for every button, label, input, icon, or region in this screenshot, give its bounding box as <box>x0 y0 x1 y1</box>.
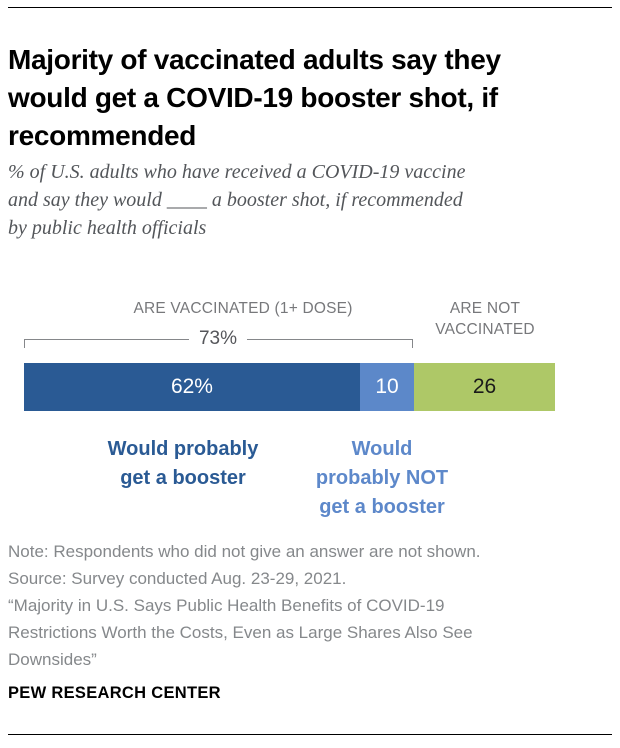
page-title: Majority of vaccinated adults say they w… <box>8 43 501 151</box>
pew-research-center-wordmark: PEW RESEARCH CENTER <box>8 684 221 702</box>
legend-would-get-booster: Would probably get a booster <box>107 438 259 489</box>
note-source-text: Note: Respondents who did not give an an… <box>8 542 481 669</box>
group-label-vaccinated: ARE VACCINATED (1+ DOSE) <box>133 300 353 317</box>
vaccinated-total-value: 73% <box>188 328 248 350</box>
bar-segment: 62% <box>24 363 360 411</box>
bar-segment: 10 <box>359 363 415 411</box>
chart-subtitle: % of U.S. adults who have received a COV… <box>8 161 466 239</box>
bottom-divider <box>8 734 612 735</box>
group-label-not-vaccinated: ARE NOT VACCINATED <box>435 300 535 338</box>
bar-segment: 26 <box>414 363 555 411</box>
stacked-bar: 62% 10 26 <box>24 363 555 411</box>
stacked-bar-chart: ARE VACCINATED (1+ DOSE) ARE NOT VACCINA… <box>0 295 620 543</box>
legend-would-not-get-booster: Would probably NOT get a booster <box>315 438 449 518</box>
top-divider <box>8 7 612 8</box>
